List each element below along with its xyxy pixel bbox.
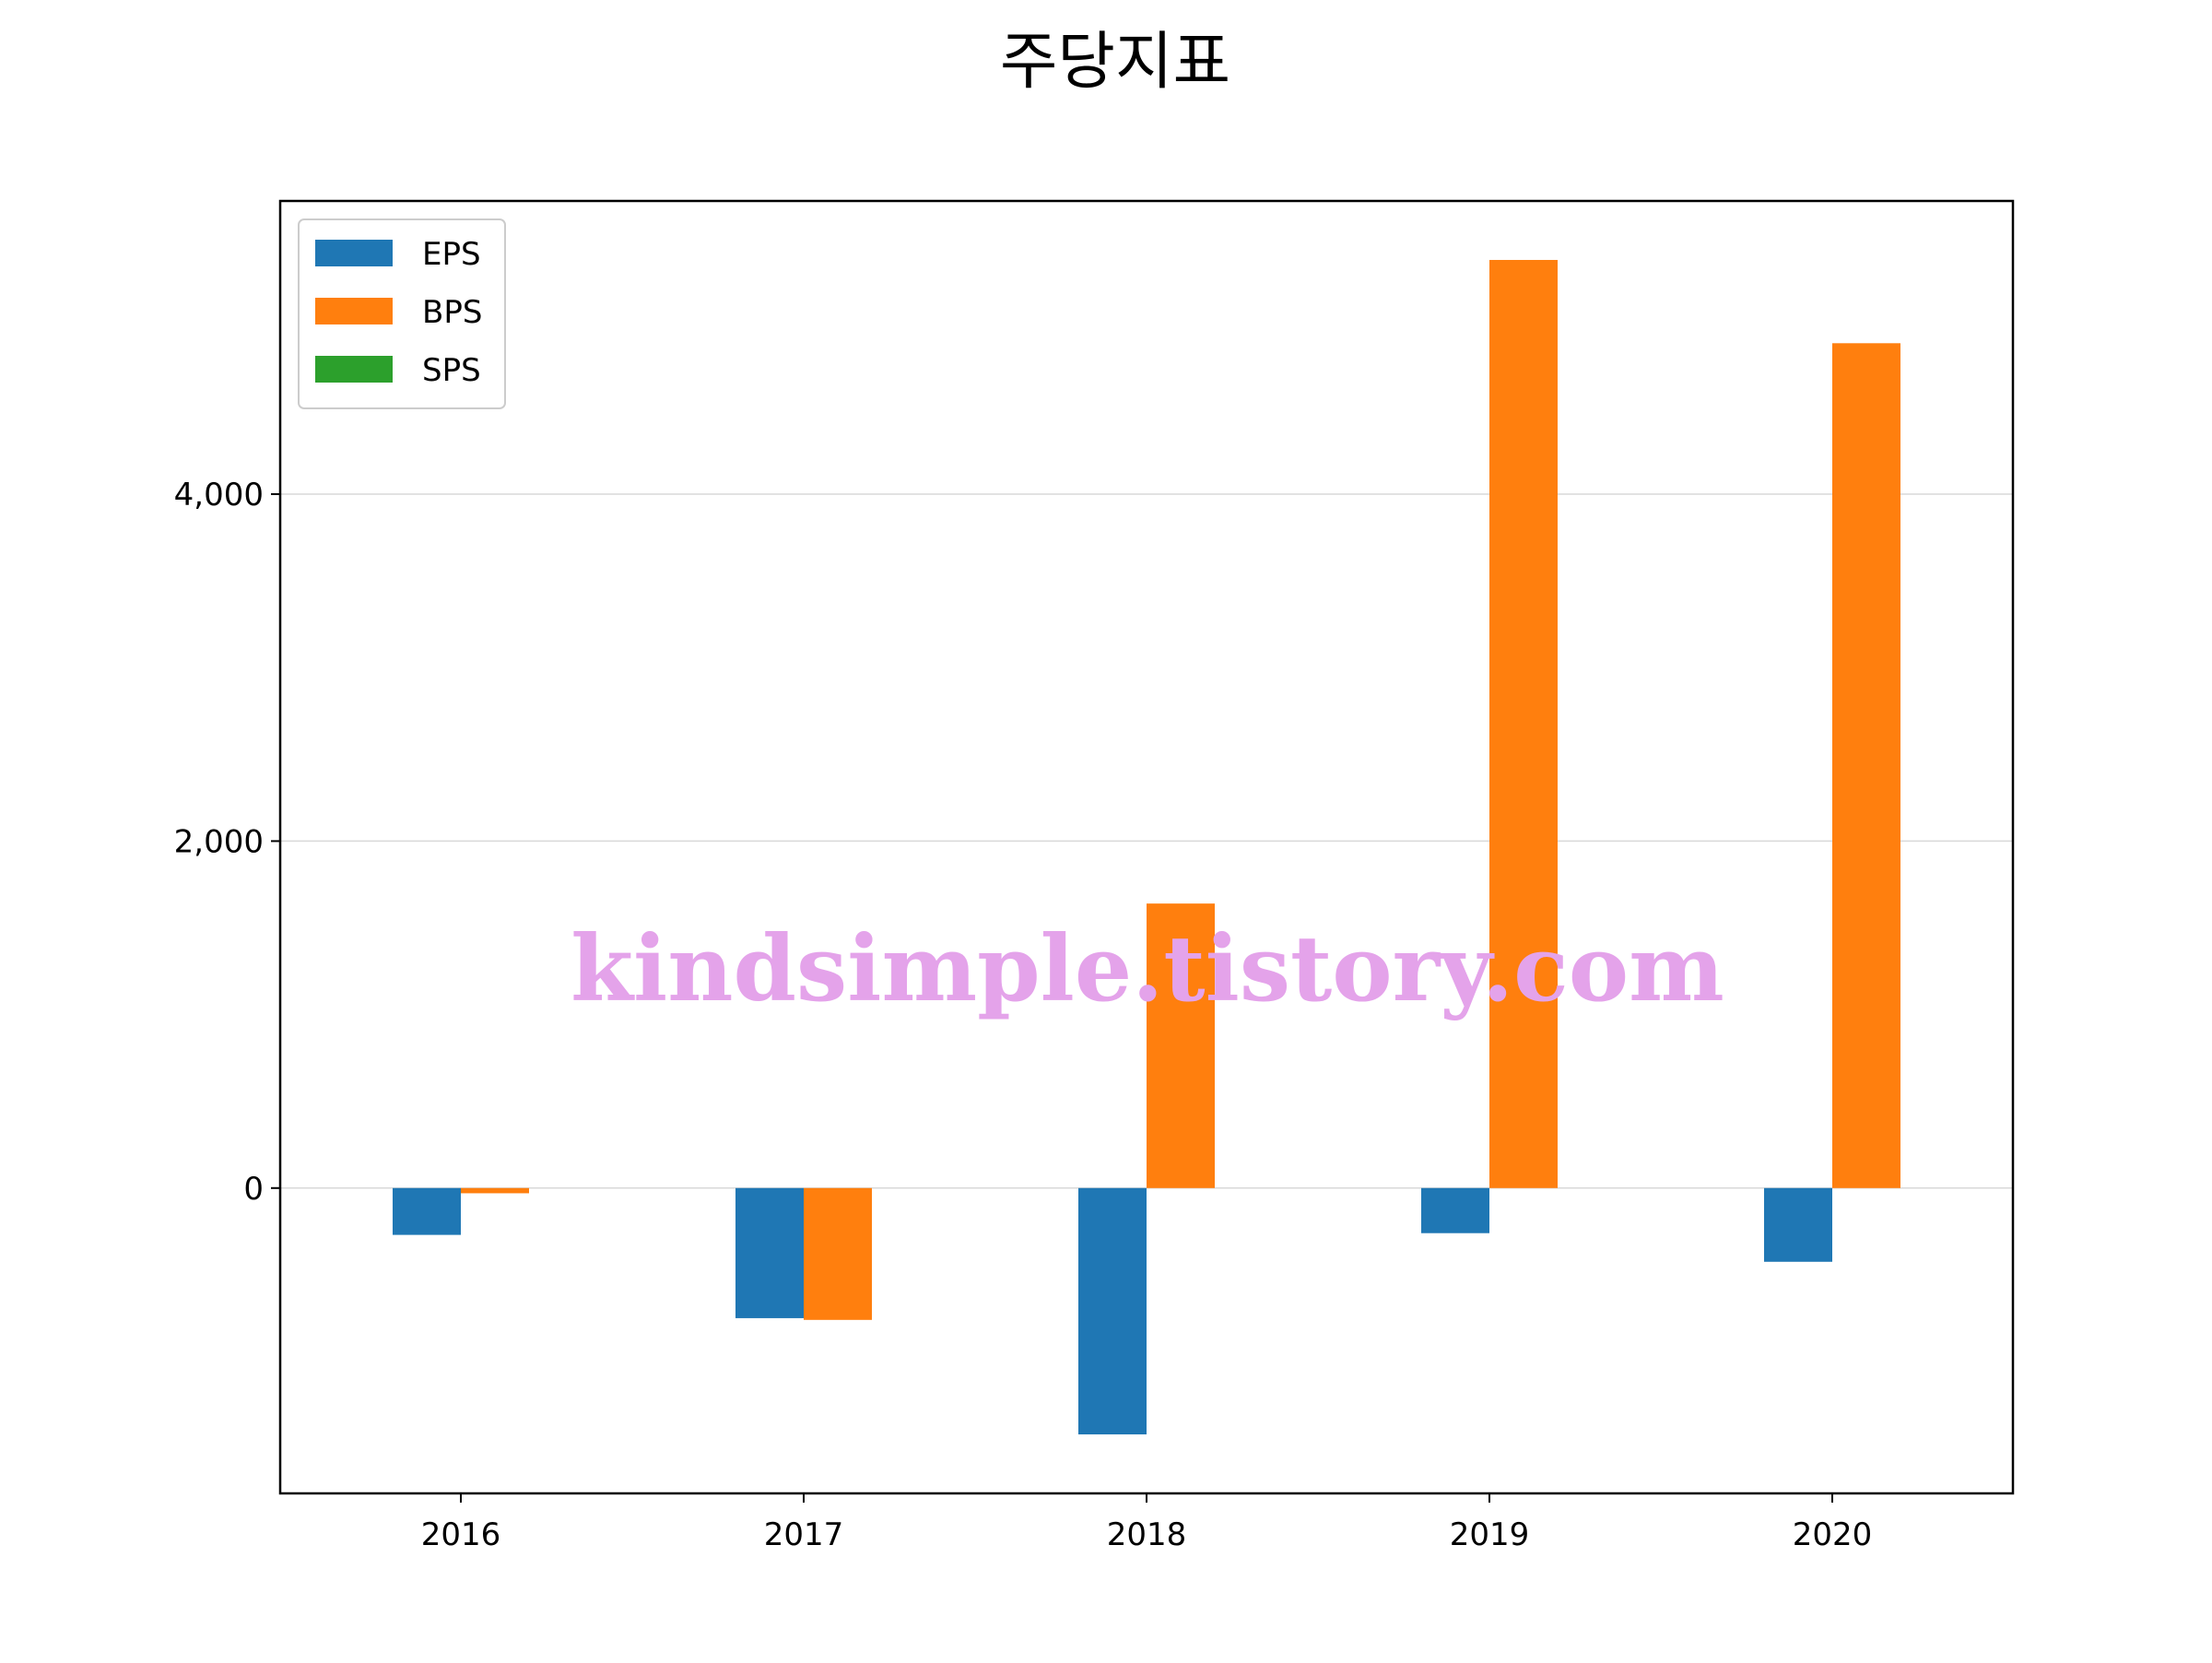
legend-swatch-bps: [315, 298, 393, 324]
legend: EPS BPS SPS: [298, 218, 506, 409]
watermark-text: kindsimple.tistory.com: [571, 916, 1724, 1022]
bar-eps-2019: [1421, 1187, 1489, 1233]
x-tick-label-3: 2019: [1450, 1516, 1530, 1553]
axis-ticks: 0 2,000 4,000 2016 2017 2018 2019 2020: [174, 477, 1873, 1553]
y-tick-label-2: 4,000: [174, 477, 264, 513]
y-tick-label-0: 0: [243, 1171, 264, 1208]
bar-bps-2019: [1489, 259, 1558, 1188]
bar-eps-2020: [1764, 1187, 1832, 1262]
bar-bps-2018: [1147, 903, 1215, 1188]
bar-eps-2018: [1078, 1187, 1147, 1435]
bars: [393, 259, 1900, 1435]
bar-eps-2016: [393, 1187, 461, 1235]
legend-label-bps: BPS: [422, 294, 482, 331]
legend-swatch-sps: [315, 356, 393, 383]
bar-bps-2016: [461, 1187, 529, 1194]
y-tick-label-1: 2,000: [174, 823, 264, 860]
x-tick-label-0: 2016: [421, 1516, 501, 1553]
legend-label-eps: EPS: [422, 236, 481, 273]
legend-label-sps: SPS: [422, 352, 481, 389]
bar-bps-2017: [804, 1187, 872, 1320]
x-tick-label-2: 2018: [1107, 1516, 1187, 1553]
legend-swatch-eps: [315, 240, 393, 266]
chart-title: 주당지표: [1000, 26, 1230, 99]
x-tick-label-1: 2017: [764, 1516, 844, 1553]
x-tick-label-4: 2020: [1793, 1516, 1873, 1553]
bar-bps-2020: [1832, 343, 1900, 1188]
bar-eps-2017: [735, 1187, 804, 1318]
legend-items: EPS BPS SPS: [315, 236, 482, 389]
